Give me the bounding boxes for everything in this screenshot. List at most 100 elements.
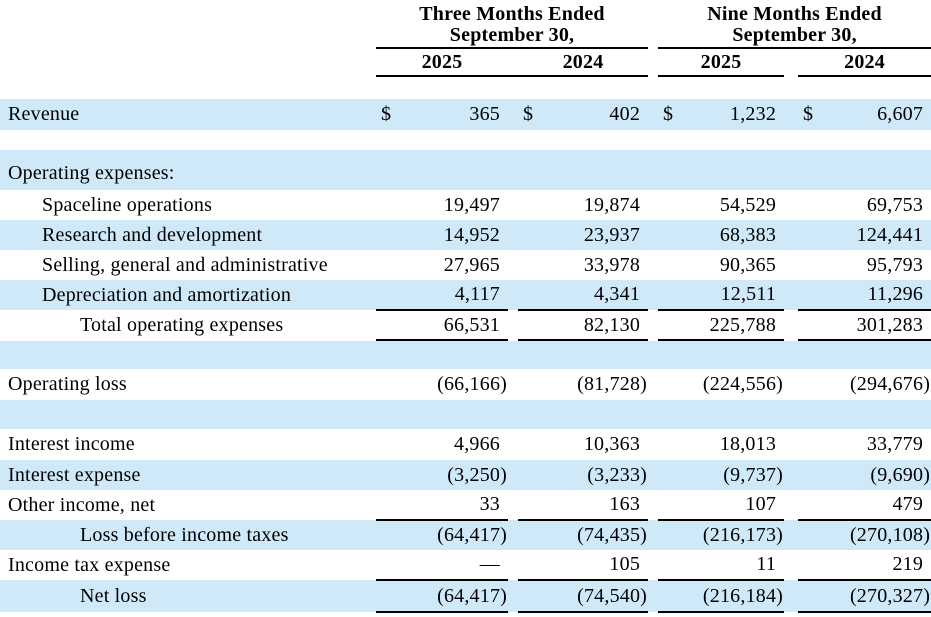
currency-cell (658, 369, 680, 400)
value-cell: 19,874 (540, 190, 648, 220)
currency-cell (518, 250, 540, 280)
currency-cell (658, 250, 680, 280)
header-three-months-line1: Three Months Ended (419, 3, 605, 25)
spacer-row (0, 400, 931, 429)
column-gap (784, 460, 798, 490)
row-label: Other income, net (8, 493, 156, 516)
currency-cell (798, 190, 820, 220)
column-gap (508, 310, 518, 340)
row-operating-loss: Operating loss (66,166) (81,728) (224,556) (… (0, 369, 931, 400)
value-cell: (216,184) (680, 580, 785, 613)
value-cell: (74,435) (540, 520, 648, 550)
value-cell: 4,117 (398, 280, 508, 311)
currency-cell (798, 310, 821, 341)
value-text: (64,417) (437, 524, 507, 546)
column-gap (648, 190, 658, 220)
value-cell: 479 (820, 490, 931, 521)
row-label: Operating expenses: (8, 162, 175, 184)
spacer-cell (0, 130, 931, 150)
value-text: 479 (892, 493, 924, 515)
column-gap (508, 580, 518, 612)
value-text: 10,363 (583, 433, 641, 455)
value-cell (680, 150, 784, 190)
value-cell: (9,737) (680, 460, 784, 490)
value-text: 18,013 (719, 433, 777, 455)
value-cell: (294,676) (820, 369, 931, 400)
value-text: 301,283 (856, 313, 924, 336)
currency-cell (376, 550, 398, 581)
row-income-tax-expense: Income tax expense — 105 11 219 (0, 550, 931, 581)
column-gap (784, 520, 798, 550)
value-cell: (9,690) (820, 460, 931, 490)
spacer-row (0, 130, 931, 150)
currency-cell (376, 190, 398, 220)
column-gap (784, 99, 798, 130)
value-text: (224,556) (702, 373, 784, 395)
value-cell: 95,793 (820, 250, 931, 280)
value-cell: 12,511 (680, 280, 785, 311)
currency-cell (376, 429, 398, 460)
value-cell: 33 (398, 490, 508, 521)
value-text: 66,531 (443, 313, 500, 336)
row-label: Depreciation and amortization (42, 283, 292, 306)
currency-cell (798, 550, 821, 581)
column-gap (508, 220, 518, 250)
currency-cell (658, 460, 680, 490)
year-9m-2025: 2025 (658, 48, 785, 77)
year-3m-2025: 2025 (376, 48, 508, 77)
currency-cell (376, 369, 398, 400)
value-text: (64,417) (437, 584, 507, 607)
column-gap (508, 429, 518, 460)
currency-cell: $ (663, 103, 674, 125)
currency-cell (798, 280, 821, 311)
column-gap (648, 280, 658, 310)
value-text: 19,497 (443, 193, 500, 216)
currency-cell (518, 220, 540, 250)
value-cell: 365 (398, 99, 508, 130)
column-gap (508, 48, 518, 77)
value-text: 1,232 (730, 103, 777, 125)
value-text: (270,327) (849, 584, 931, 607)
value-cell: (81,728) (540, 369, 648, 400)
value-cell (820, 150, 931, 190)
value-cell: (216,173) (680, 520, 784, 550)
value-cell: (270,327) (820, 580, 931, 613)
value-text: 163 (609, 493, 641, 515)
column-gap (784, 429, 798, 460)
currency-cell (376, 220, 398, 250)
value-text: (270,108) (849, 524, 931, 546)
row-research-and-development: Research and development 14,952 23,937 68,3… (0, 220, 931, 250)
row-label: Income tax expense (8, 553, 171, 576)
value-text: 4,966 (454, 433, 500, 455)
value-text: (81,728) (577, 373, 648, 395)
currency-cell (798, 429, 820, 460)
column-gap (784, 490, 798, 520)
column-gap (784, 48, 798, 76)
currency-cell (518, 520, 540, 550)
value-cell: 11 (680, 550, 785, 581)
row-spaceline-operations: Spaceline operations 19,497 19,874 54,529 69… (0, 190, 931, 220)
spacer-cell (0, 340, 931, 369)
value-cell: 402 (540, 99, 648, 130)
column-gap (648, 429, 658, 460)
value-cell: 23,937 (540, 220, 648, 250)
currency-cell (658, 310, 681, 341)
column-gap (784, 280, 798, 310)
header-three-months-ended: Three Months Ended September 30, (376, 0, 649, 49)
column-gap (648, 550, 658, 580)
column-gap (508, 490, 518, 520)
row-label: Research and development (42, 223, 263, 246)
row-operating-expenses: Operating expenses: (0, 150, 931, 190)
column-gap (648, 580, 658, 612)
row-revenue: Revenue $365 $402 $1,232 $6,607 (0, 99, 931, 130)
row-label: Revenue (8, 103, 80, 125)
header-group-row: Three Months Ended September 30, Nine Mo… (0, 0, 931, 49)
currency-cell (376, 280, 398, 311)
value-cell: 219 (820, 550, 931, 581)
value-cell: 107 (680, 490, 785, 521)
currency-cell (518, 550, 540, 581)
column-gap (648, 490, 658, 520)
column-gap (648, 250, 658, 280)
header-years-row: 2025 2024 2025 2024 (0, 48, 931, 77)
